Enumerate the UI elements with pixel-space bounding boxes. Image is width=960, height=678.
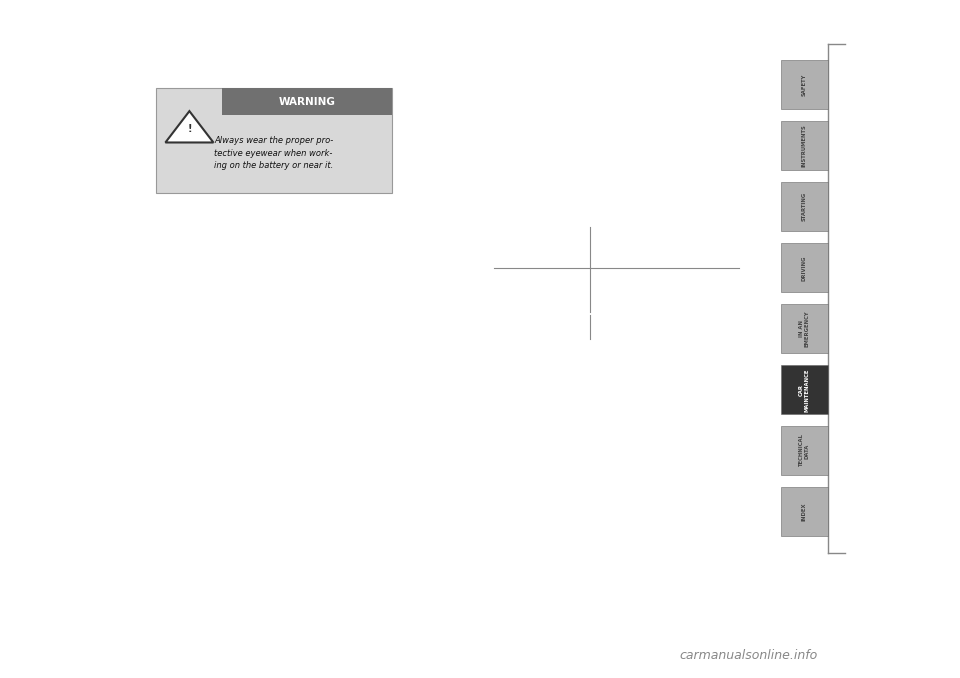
Text: !: ! [187, 124, 192, 134]
FancyBboxPatch shape [223, 88, 392, 115]
Text: TECHNICAL
DATA: TECHNICAL DATA [799, 435, 810, 467]
Text: DRIVING: DRIVING [802, 255, 807, 281]
FancyBboxPatch shape [156, 88, 392, 193]
FancyBboxPatch shape [781, 121, 828, 170]
Text: CAR
MAINTENANCE: CAR MAINTENANCE [799, 368, 810, 412]
Text: INDEX: INDEX [802, 502, 807, 521]
Text: SAFETY: SAFETY [802, 73, 807, 96]
FancyBboxPatch shape [781, 365, 828, 414]
FancyBboxPatch shape [781, 304, 828, 353]
Text: IN AN
EMERGENCY: IN AN EMERGENCY [799, 311, 810, 347]
FancyBboxPatch shape [781, 182, 828, 231]
Text: carmanualsonline.info: carmanualsonline.info [680, 649, 818, 662]
FancyBboxPatch shape [781, 243, 828, 292]
Polygon shape [165, 111, 213, 142]
FancyBboxPatch shape [781, 426, 828, 475]
FancyBboxPatch shape [781, 60, 828, 109]
Text: WARNING: WARNING [278, 97, 335, 107]
Text: Always wear the proper pro-
tective eyewear when work-
ing on the battery or nea: Always wear the proper pro- tective eyew… [214, 136, 333, 170]
FancyBboxPatch shape [781, 487, 828, 536]
Text: STARTING: STARTING [802, 192, 807, 222]
Text: INSTRUMENTS: INSTRUMENTS [802, 124, 807, 167]
